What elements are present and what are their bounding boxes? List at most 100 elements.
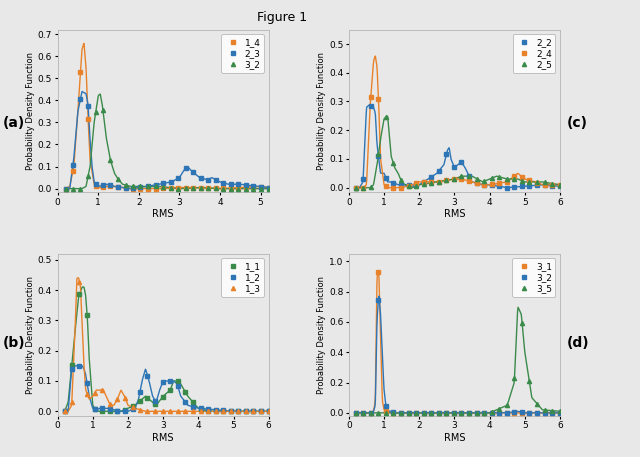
Line: 2_5: 2_5: [354, 115, 562, 190]
2_2: [412, 183, 420, 188]
3_5: [481, 410, 488, 415]
1_2: [113, 408, 121, 413]
3_5: [382, 410, 390, 415]
1_3: [197, 409, 205, 414]
Line: 3_2: 3_2: [354, 298, 562, 415]
3_1: [541, 410, 548, 415]
3_2: [144, 184, 152, 189]
1_1: [182, 389, 189, 395]
3_1: [397, 410, 404, 415]
1_3: [121, 395, 129, 400]
1_2: [212, 407, 220, 413]
2_2: [397, 182, 404, 187]
3_2: [152, 184, 159, 189]
1_1: [159, 394, 166, 399]
3_2: [212, 186, 220, 191]
2_3: [257, 184, 265, 189]
2_2: [352, 185, 360, 191]
3_2: [84, 174, 92, 179]
3_1: [548, 410, 556, 415]
1_4: [129, 186, 137, 191]
3_2: [443, 410, 451, 415]
3_2: [465, 410, 473, 415]
2_3: [159, 181, 167, 186]
2_4: [412, 181, 420, 186]
3_1: [404, 410, 412, 415]
3_2: [352, 410, 360, 415]
2_2: [503, 185, 511, 190]
3_2: [182, 186, 189, 191]
3_2: [404, 410, 412, 415]
2_5: [389, 160, 397, 166]
2_4: [458, 176, 465, 182]
2_3: [220, 180, 227, 186]
1_3: [234, 409, 242, 414]
3_2: [495, 410, 503, 415]
2_5: [367, 184, 374, 190]
3_2: [451, 410, 458, 415]
3_5: [541, 407, 548, 413]
1_3: [159, 409, 166, 414]
Line: 2_2: 2_2: [354, 104, 562, 190]
1_2: [234, 409, 242, 414]
2_3: [129, 186, 137, 191]
2_4: [443, 178, 451, 183]
2_4: [511, 173, 518, 179]
3_1: [367, 410, 374, 415]
1_4: [107, 184, 115, 189]
1_4: [265, 185, 273, 190]
Line: 1_1: 1_1: [63, 292, 271, 414]
2_3: [204, 177, 212, 182]
X-axis label: RMS: RMS: [152, 433, 174, 443]
2_2: [451, 164, 458, 170]
1_4: [220, 186, 227, 191]
2_3: [212, 177, 220, 182]
2_5: [533, 179, 541, 185]
3_2: [481, 410, 488, 415]
3_5: [435, 410, 443, 415]
1_2: [250, 409, 257, 414]
2_5: [359, 185, 367, 191]
2_3: [265, 185, 273, 190]
1_4: [159, 186, 167, 191]
3_5: [367, 410, 374, 415]
3_2: [166, 185, 174, 191]
2_3: [99, 182, 107, 188]
3_2: [473, 410, 481, 415]
1_3: [227, 409, 235, 414]
1_2: [143, 373, 151, 378]
2_2: [473, 181, 481, 186]
1_1: [250, 409, 257, 414]
2_3: [69, 163, 77, 168]
1_2: [121, 409, 129, 414]
3_2: [458, 410, 465, 415]
1_3: [68, 400, 76, 405]
2_2: [541, 182, 548, 188]
1_4: [242, 185, 250, 190]
2_2: [548, 183, 556, 188]
1_1: [257, 409, 265, 414]
Text: (c): (c): [566, 117, 588, 130]
1_1: [143, 395, 151, 401]
2_4: [533, 180, 541, 185]
3_5: [397, 410, 404, 415]
1_4: [122, 185, 129, 191]
3_1: [481, 410, 488, 415]
1_3: [204, 409, 212, 414]
2_2: [458, 159, 465, 165]
1_2: [227, 409, 235, 414]
2_3: [166, 180, 174, 185]
1_1: [106, 409, 113, 414]
3_5: [465, 410, 473, 415]
3_2: [99, 107, 107, 112]
1_4: [182, 185, 189, 190]
3_1: [525, 410, 533, 415]
2_5: [404, 183, 412, 189]
3_2: [359, 410, 367, 415]
1_2: [136, 390, 143, 395]
1_3: [242, 409, 250, 414]
3_5: [525, 378, 533, 384]
3_2: [533, 410, 541, 415]
3_1: [428, 410, 435, 415]
3_1: [352, 410, 360, 415]
